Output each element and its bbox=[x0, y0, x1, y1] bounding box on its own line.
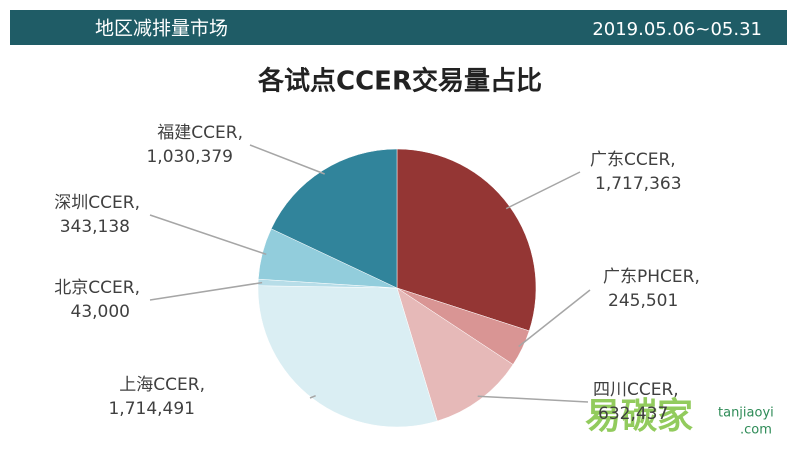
slice-label: 北京CCER, bbox=[54, 278, 140, 298]
slice-label: 上海CCER, bbox=[119, 375, 205, 395]
slice-value: 1,030,379 bbox=[146, 147, 233, 167]
slice-value: 1,717,363 bbox=[595, 174, 682, 194]
header-title: 地区减排量市场 bbox=[95, 18, 228, 40]
pie-slice bbox=[396, 287, 514, 422]
leader-line bbox=[149, 214, 267, 256]
slice-label: 深圳CCER, bbox=[54, 193, 140, 213]
slice-value: 632,437 bbox=[598, 404, 668, 424]
leader-line bbox=[505, 171, 581, 210]
leader-line bbox=[309, 395, 316, 399]
leader-line bbox=[149, 281, 263, 301]
slice-label: 广东PHCER, bbox=[603, 267, 700, 287]
slice-value: 43,000 bbox=[71, 302, 130, 322]
slice-value: 245,501 bbox=[608, 291, 678, 311]
leader-line bbox=[249, 144, 325, 175]
watermark-site: tanjiaoyi bbox=[718, 406, 774, 421]
slice-label: 广东CCER, bbox=[590, 150, 676, 170]
pie-slice bbox=[257, 285, 438, 428]
leader-line bbox=[518, 289, 591, 348]
watermark-brand: 易碳家 bbox=[585, 396, 693, 437]
header-date: 2019.05.06~05.31 bbox=[592, 19, 762, 40]
leader-line bbox=[477, 395, 589, 403]
watermark-domain: .com bbox=[740, 423, 772, 438]
slice-value: 1,714,491 bbox=[108, 399, 195, 419]
chart-title: 各试点CCER交易量占比 bbox=[257, 66, 542, 97]
slice-label: 福建CCER, bbox=[157, 123, 243, 143]
slice-value: 343,138 bbox=[60, 217, 130, 237]
pie-slice bbox=[270, 148, 398, 289]
slice-label: 四川CCER, bbox=[593, 380, 679, 400]
header-bar bbox=[10, 10, 787, 45]
